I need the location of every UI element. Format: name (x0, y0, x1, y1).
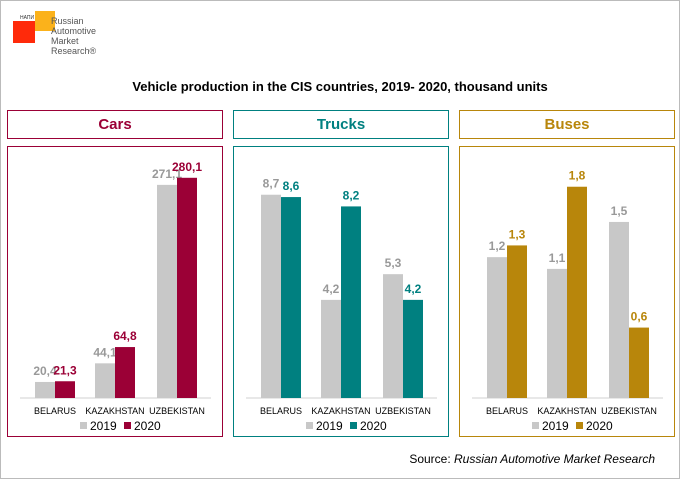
bar-2019-belarus (261, 194, 281, 398)
chart-title: Vehicle production in the CIS countries,… (132, 79, 548, 94)
legend-swatch-2019 (532, 422, 539, 429)
data-label: 271,1 (152, 167, 182, 181)
bar-2020-uzbekistan (629, 327, 649, 398)
data-label: 4,2 (323, 282, 340, 296)
legend-swatch-2019 (306, 422, 313, 429)
x-tick-label: UZBEKISTAN (149, 406, 205, 416)
chart-svg-1: 8,7 8,6BELARUS4,28,2KAZAKHSTAN5,34,2UZBEK… (246, 177, 437, 433)
data-label: 20,4 (33, 364, 57, 378)
bar-2020-uzbekistan (177, 177, 197, 398)
x-tick-label: BELARUS (260, 406, 302, 416)
panel-title-cars: Cars (7, 110, 223, 139)
legend-label-2019: 2019 (542, 419, 569, 433)
source: Source: Russian Automotive Market Resear… (409, 452, 655, 466)
logo: НАПИ Russian Automotive Market Research® (11, 6, 121, 66)
data-label: 1,2 (489, 239, 506, 253)
legend-swatch-2020 (350, 422, 357, 429)
x-tick-label: UZBEKISTAN (601, 406, 657, 416)
data-label: 5,3 (385, 256, 402, 270)
data-label: 1,8 (569, 169, 586, 183)
bar-2020-belarus (55, 381, 75, 398)
data-label: 0,6 (631, 310, 648, 324)
chart-svg-2: 1,21,3 BELARUS 1,1 1,8 KAZAKHSTAN 1,5 0,6 UZBEK… (472, 169, 663, 433)
bar-2019-uzbekistan (383, 274, 403, 398)
x-tick-label: BELARUS (486, 406, 528, 416)
data-label: 21,3 (53, 363, 77, 377)
logo-orange-square (35, 11, 55, 31)
bar-2019-uzbekistan (157, 184, 177, 398)
bar-2019-belarus (35, 381, 55, 398)
legend-swatch-2020 (576, 422, 583, 429)
bar-2020-uzbekistan (403, 299, 423, 398)
logo-small-text: НАПИ (20, 15, 35, 21)
data-label: 8,7 (263, 177, 280, 191)
data-label: 1,5 (611, 204, 628, 218)
bar-2020-belarus (507, 245, 527, 398)
data-label: 1,3 (509, 227, 526, 241)
bar-2019-kazakhstan (547, 268, 567, 398)
legend-label-2019: 2019 (90, 419, 117, 433)
data-label: 8,6 (283, 179, 300, 193)
legend-label-2020: 2020 (586, 419, 613, 433)
data-label: 44,1 (93, 345, 117, 359)
data-label: 64,8 (113, 329, 137, 343)
legend-label-2020: 2020 (360, 419, 387, 433)
data-label: 1,1 (549, 251, 566, 265)
logo-red-square (13, 21, 35, 43)
source-label: Source: (409, 452, 451, 466)
data-label: 280,1 (172, 160, 202, 174)
bar-2020-kazakhstan (341, 206, 361, 398)
bar-2019-kazakhstan (95, 363, 115, 398)
bar-2019-kazakhstan (321, 299, 341, 398)
source-name: Russian Automotive Market Research (454, 452, 655, 466)
logo-text: Russian Automotive Market Research® (51, 16, 97, 56)
bar-2019-belarus (487, 257, 507, 398)
bar-2020-kazakhstan (567, 186, 587, 398)
panel-cars: 20,4 21,3 BELARUS 44,1 64,8 KAZAKHSTAN 271,1 28… (7, 146, 223, 437)
panel-buses: 1,2 1,3 BELARUS 1,1 1,8 KAZAKHSTAN 1,5 0,6 UZBEK… (459, 146, 675, 437)
x-tick-label: UZBEKISTAN (375, 406, 431, 416)
data-label: 4,2 (405, 282, 422, 296)
x-tick-label: KAZAKHSTAN (85, 406, 144, 416)
bar-2020-belarus (281, 197, 301, 398)
bar-2019-uzbekistan (609, 221, 629, 398)
panel-title-trucks: Trucks (233, 110, 449, 139)
panel-trucks: 8,7 8,6 BELARUS 4,2 8,2 KAZAKHSTAN 5,3 4,2 UZBEK… (233, 146, 449, 437)
data-label: 8,2 (343, 188, 360, 202)
legend-swatch-2020 (124, 422, 131, 429)
chart-svg-0: 20,421,3 BELARUS 44,1 64,8 KAZAKHSTAN 271,128… (20, 160, 211, 433)
legend-label-2020: 2020 (134, 419, 161, 433)
x-tick-label: BELARUS (34, 406, 76, 416)
panel-title-buses: Buses (459, 110, 675, 139)
x-tick-label: KAZAKHSTAN (311, 406, 370, 416)
x-tick-label: KAZAKHSTAN (537, 406, 596, 416)
legend-swatch-2019 (80, 422, 87, 429)
legend-label-2019: 2019 (316, 419, 343, 433)
bar-2020-kazakhstan (115, 347, 135, 398)
